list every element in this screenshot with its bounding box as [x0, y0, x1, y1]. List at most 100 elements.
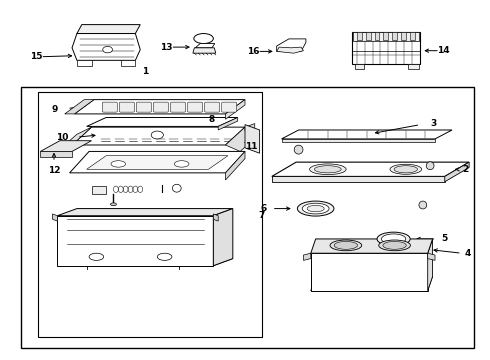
Polygon shape [366, 32, 371, 40]
Polygon shape [57, 216, 213, 266]
FancyBboxPatch shape [136, 102, 151, 112]
FancyBboxPatch shape [119, 102, 134, 112]
Polygon shape [65, 100, 94, 114]
Polygon shape [92, 186, 106, 194]
Polygon shape [225, 100, 245, 119]
Polygon shape [303, 253, 311, 260]
Text: 4: 4 [464, 249, 470, 258]
Ellipse shape [394, 166, 417, 173]
Polygon shape [272, 162, 469, 176]
Polygon shape [121, 60, 135, 66]
Text: 9: 9 [51, 105, 57, 114]
Bar [21, 87, 474, 348]
Ellipse shape [151, 131, 163, 139]
Ellipse shape [381, 234, 406, 244]
Text: 14: 14 [438, 46, 450, 55]
Polygon shape [87, 117, 238, 126]
Text: 2: 2 [462, 165, 468, 174]
Polygon shape [77, 60, 92, 66]
FancyBboxPatch shape [204, 102, 220, 112]
Polygon shape [392, 32, 397, 40]
Text: 6: 6 [261, 204, 267, 213]
Polygon shape [383, 32, 388, 40]
Ellipse shape [426, 162, 434, 170]
Ellipse shape [334, 242, 358, 249]
Polygon shape [282, 130, 452, 139]
Polygon shape [40, 152, 72, 157]
Text: 11: 11 [245, 141, 258, 150]
Polygon shape [374, 32, 379, 40]
Polygon shape [193, 48, 216, 53]
Bar [38, 93, 262, 337]
Polygon shape [410, 32, 415, 40]
Polygon shape [57, 208, 233, 216]
Polygon shape [72, 127, 245, 145]
FancyBboxPatch shape [171, 102, 186, 112]
Polygon shape [87, 156, 228, 169]
Ellipse shape [377, 232, 410, 246]
Polygon shape [52, 214, 57, 221]
Polygon shape [428, 239, 433, 291]
Text: 7: 7 [259, 211, 265, 220]
Text: 15: 15 [30, 52, 43, 61]
Ellipse shape [302, 203, 329, 214]
Ellipse shape [315, 166, 341, 173]
Polygon shape [40, 141, 92, 152]
Polygon shape [357, 32, 362, 40]
Polygon shape [445, 162, 469, 182]
Text: 1: 1 [142, 67, 148, 76]
Ellipse shape [390, 164, 421, 174]
Ellipse shape [297, 201, 334, 216]
Ellipse shape [174, 161, 189, 167]
Polygon shape [245, 125, 260, 153]
Polygon shape [311, 276, 433, 291]
Text: 16: 16 [247, 47, 260, 56]
Ellipse shape [103, 46, 113, 53]
Polygon shape [77, 24, 140, 33]
Text: 5: 5 [441, 234, 447, 243]
Ellipse shape [194, 33, 213, 44]
Polygon shape [213, 214, 218, 221]
Ellipse shape [172, 184, 181, 192]
Ellipse shape [89, 253, 104, 260]
Ellipse shape [310, 164, 346, 175]
FancyBboxPatch shape [188, 102, 202, 112]
Ellipse shape [157, 253, 172, 260]
Polygon shape [213, 208, 233, 266]
Polygon shape [353, 32, 419, 41]
Polygon shape [72, 33, 140, 60]
Polygon shape [70, 152, 245, 173]
Polygon shape [401, 32, 406, 40]
FancyBboxPatch shape [102, 102, 117, 112]
Polygon shape [277, 39, 306, 51]
Text: 8: 8 [208, 115, 215, 124]
Polygon shape [225, 152, 245, 180]
Ellipse shape [383, 242, 406, 249]
Polygon shape [282, 139, 435, 143]
Polygon shape [272, 176, 445, 182]
FancyBboxPatch shape [153, 102, 169, 112]
Ellipse shape [294, 145, 303, 154]
Polygon shape [245, 123, 255, 147]
Ellipse shape [330, 240, 362, 251]
Polygon shape [311, 239, 433, 253]
Polygon shape [74, 100, 245, 114]
Text: 13: 13 [160, 42, 173, 51]
Polygon shape [352, 32, 420, 64]
Ellipse shape [419, 201, 427, 209]
Ellipse shape [379, 240, 411, 251]
Polygon shape [277, 47, 303, 53]
Polygon shape [196, 44, 215, 48]
Polygon shape [218, 117, 238, 130]
Polygon shape [311, 253, 428, 291]
Polygon shape [355, 64, 365, 68]
Ellipse shape [111, 161, 125, 167]
Ellipse shape [111, 203, 116, 206]
Text: 3: 3 [430, 119, 437, 128]
Text: 12: 12 [48, 166, 60, 175]
Polygon shape [57, 258, 233, 266]
Polygon shape [428, 253, 435, 260]
Polygon shape [408, 64, 419, 68]
Text: 10: 10 [56, 133, 69, 142]
Polygon shape [57, 127, 92, 152]
